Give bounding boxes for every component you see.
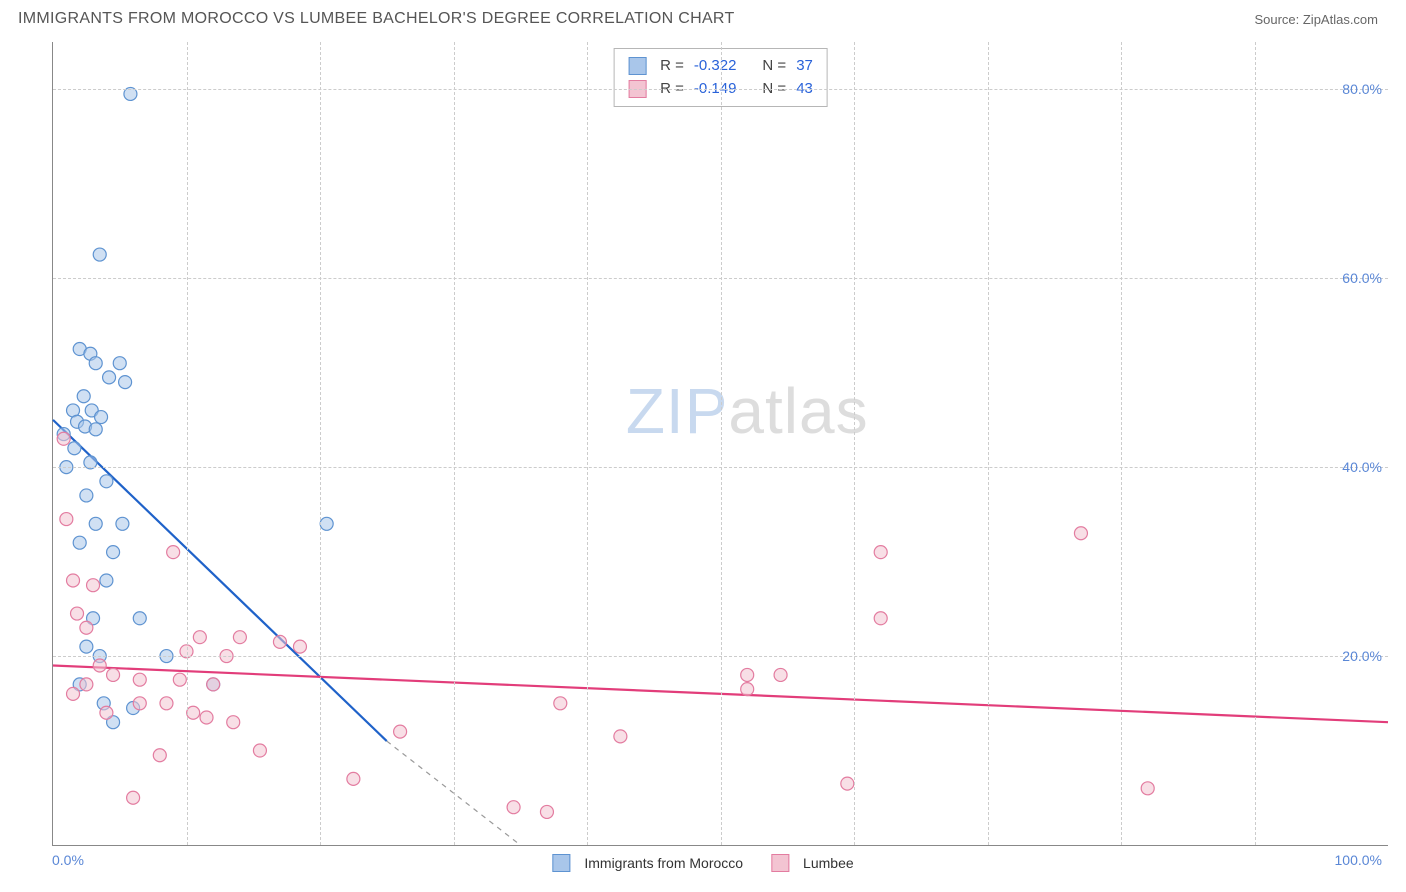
gridline-vertical bbox=[854, 42, 855, 845]
gridline-vertical bbox=[454, 42, 455, 845]
data-point bbox=[100, 475, 113, 488]
source-link[interactable]: ZipAtlas.com bbox=[1303, 12, 1378, 27]
data-point bbox=[540, 805, 553, 818]
legend-label: Immigrants from Morocco bbox=[584, 855, 743, 871]
data-point bbox=[89, 357, 102, 370]
data-point bbox=[227, 716, 240, 729]
data-point bbox=[80, 640, 93, 653]
data-point bbox=[133, 612, 146, 625]
gridline-vertical bbox=[1121, 42, 1122, 845]
series-swatch bbox=[628, 57, 646, 75]
y-tick-label: 80.0% bbox=[1342, 81, 1382, 97]
legend-item: Immigrants from Morocco bbox=[552, 854, 743, 872]
data-point bbox=[80, 489, 93, 502]
data-point bbox=[93, 248, 106, 261]
data-point bbox=[60, 513, 73, 526]
y-tick-label: 40.0% bbox=[1342, 459, 1382, 475]
data-point bbox=[113, 357, 126, 370]
data-point bbox=[1074, 527, 1087, 540]
chart-container: Bachelor's Degree ZIPatlas R =-0.322N =3… bbox=[18, 42, 1388, 880]
data-point bbox=[173, 673, 186, 686]
y-tick-label: 60.0% bbox=[1342, 270, 1382, 286]
data-point bbox=[153, 749, 166, 762]
data-point bbox=[68, 442, 81, 455]
data-point bbox=[95, 411, 108, 424]
data-point bbox=[73, 536, 86, 549]
data-point bbox=[394, 725, 407, 738]
data-point bbox=[160, 697, 173, 710]
data-point bbox=[347, 772, 360, 785]
data-point bbox=[67, 574, 80, 587]
gridline-vertical bbox=[187, 42, 188, 845]
data-point bbox=[100, 706, 113, 719]
series-swatch bbox=[552, 854, 570, 872]
x-axis-min-label: 0.0% bbox=[52, 852, 84, 868]
data-point bbox=[293, 640, 306, 653]
source-attribution: Source: ZipAtlas.com bbox=[1254, 12, 1378, 27]
data-point bbox=[103, 371, 116, 384]
data-point bbox=[741, 683, 754, 696]
data-point bbox=[507, 801, 520, 814]
gridline-vertical bbox=[587, 42, 588, 845]
gridline-vertical bbox=[320, 42, 321, 845]
stat-r-value: -0.322 bbox=[694, 55, 737, 78]
data-point bbox=[100, 574, 113, 587]
stat-n-label: N = bbox=[762, 55, 786, 78]
data-point bbox=[741, 668, 754, 681]
gridline-vertical bbox=[721, 42, 722, 845]
source-prefix: Source: bbox=[1254, 12, 1302, 27]
data-point bbox=[200, 711, 213, 724]
data-point bbox=[233, 631, 246, 644]
data-point bbox=[167, 546, 180, 559]
data-point bbox=[614, 730, 627, 743]
data-point bbox=[67, 687, 80, 700]
data-point bbox=[133, 673, 146, 686]
data-point bbox=[874, 546, 887, 559]
stat-r-label: R = bbox=[660, 55, 684, 78]
data-point bbox=[253, 744, 266, 757]
data-point bbox=[207, 678, 220, 691]
gridline-vertical bbox=[988, 42, 989, 845]
data-point bbox=[774, 668, 787, 681]
legend-item: Lumbee bbox=[771, 854, 854, 872]
legend-label: Lumbee bbox=[803, 855, 854, 871]
data-point bbox=[119, 376, 132, 389]
data-point bbox=[57, 432, 70, 445]
gridline-vertical bbox=[1255, 42, 1256, 845]
data-point bbox=[87, 579, 100, 592]
data-point bbox=[133, 697, 146, 710]
data-point bbox=[127, 791, 140, 804]
chart-title: IMMIGRANTS FROM MOROCCO VS LUMBEE BACHEL… bbox=[18, 10, 735, 28]
data-point bbox=[89, 423, 102, 436]
data-point bbox=[273, 635, 286, 648]
y-tick-label: 20.0% bbox=[1342, 648, 1382, 664]
stat-n-value: 37 bbox=[796, 55, 813, 78]
plot-area: ZIPatlas R =-0.322N =37R =-0.149N =43 20… bbox=[52, 42, 1388, 846]
data-point bbox=[1141, 782, 1154, 795]
x-axis-max-label: 100.0% bbox=[1335, 852, 1382, 868]
data-point bbox=[80, 678, 93, 691]
data-point bbox=[320, 517, 333, 530]
series-legend: Immigrants from Morocco Lumbee bbox=[552, 854, 853, 872]
data-point bbox=[89, 517, 102, 530]
data-point bbox=[107, 668, 120, 681]
data-point bbox=[193, 631, 206, 644]
data-point bbox=[107, 546, 120, 559]
data-point bbox=[554, 697, 567, 710]
data-point bbox=[77, 390, 90, 403]
data-point bbox=[116, 517, 129, 530]
data-point bbox=[841, 777, 854, 790]
data-point bbox=[93, 659, 106, 672]
series-swatch bbox=[771, 854, 789, 872]
data-point bbox=[80, 621, 93, 634]
data-point bbox=[187, 706, 200, 719]
data-point bbox=[71, 607, 84, 620]
data-point bbox=[874, 612, 887, 625]
